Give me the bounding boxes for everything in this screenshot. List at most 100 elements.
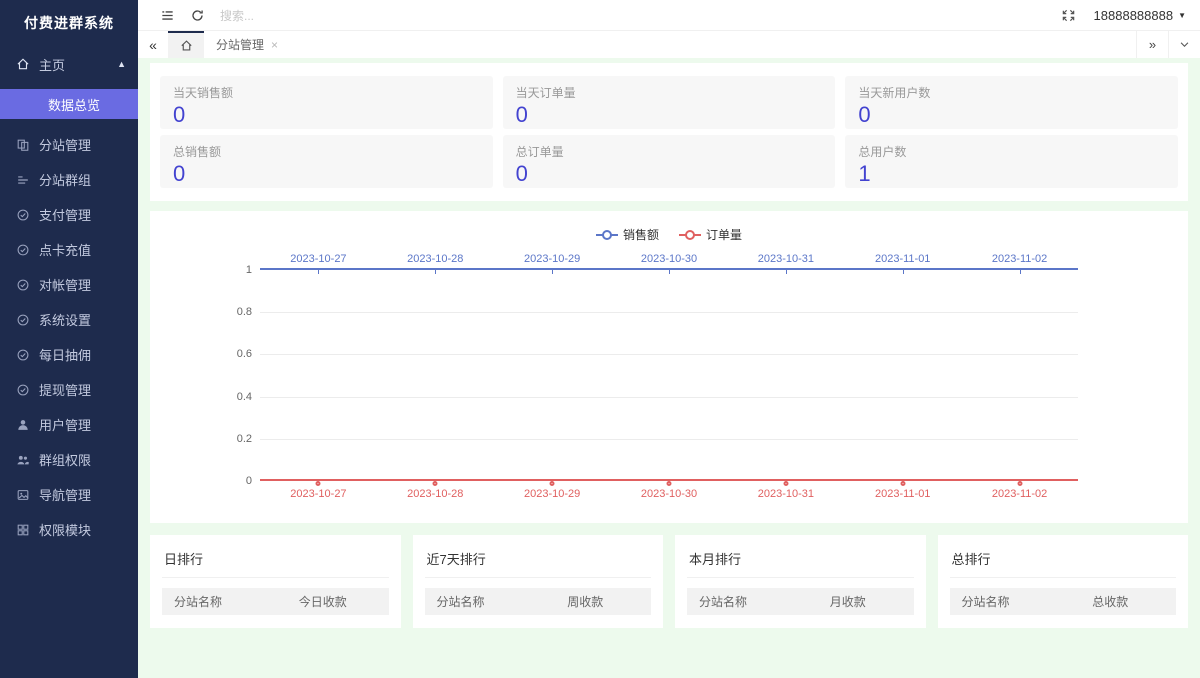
sidebar-item-navigation-manage[interactable]: 导航管理	[0, 477, 138, 512]
sidebar-item-label: 主页	[39, 57, 66, 73]
orders-series-line	[260, 479, 1078, 481]
x-axis-bottom-label: 2023-10-30	[640, 488, 698, 500]
column-header: 分站名称	[174, 595, 223, 609]
y-axis-tick: 0.2	[236, 432, 252, 445]
sidebar-item-label: 分站管理	[39, 138, 92, 153]
refresh-button[interactable]	[182, 0, 212, 30]
search-input[interactable]	[220, 8, 360, 23]
sidebar-item-group-permissions[interactable]: 群组权限	[0, 442, 138, 477]
column-header: 周收款	[567, 595, 604, 609]
x-axis-bottom-label: 2023-10-31	[757, 488, 814, 500]
x-axis-top-label: 2023-11-01	[874, 253, 931, 265]
sidebar-menu: 分站管理 分站群组 支付管理 点卡充值 对帐管理 系统设置	[0, 127, 138, 547]
stat-value: 0	[858, 102, 871, 127]
user-dropdown[interactable]: 18888888888 ▼	[1094, 8, 1186, 23]
tab-home[interactable]	[168, 31, 204, 58]
fullscreen-icon[interactable]	[1061, 8, 1076, 23]
tab-substation-manage[interactable]: 分站管理 ×	[204, 31, 290, 58]
gridline	[260, 438, 1078, 440]
x-axis-bottom-label: 2023-10-27	[290, 488, 347, 500]
sales-orders-chart: 销售额 订单量 1 0.8 0.6 0.4 0.2 0	[150, 211, 1188, 523]
sidebar-item-label: 提现管理	[39, 383, 92, 398]
x-axis-top-label: 2023-10-30	[640, 253, 698, 265]
collapse-sidebar-button[interactable]	[152, 0, 182, 30]
module-icon	[16, 523, 30, 537]
x-axis-tick	[902, 269, 904, 274]
sidebar-item-reconciliation[interactable]: 对帐管理	[0, 267, 138, 302]
gridline	[260, 396, 1078, 398]
data-point	[1017, 481, 1023, 486]
stat-card-today-orders: 当天订单量 0	[502, 76, 836, 129]
sidebar-item-permission-module[interactable]: 权限模块	[0, 512, 138, 547]
home-icon	[16, 57, 30, 71]
gridline	[260, 312, 1078, 314]
sidebar-item-daily-commission[interactable]: 每日抽佣	[0, 337, 138, 372]
rank-table-header: 分站名称 今日收款	[162, 588, 389, 615]
column-header: 分站名称	[436, 595, 485, 609]
tab-label: 分站管理	[216, 38, 265, 52]
check-circle-icon	[16, 208, 30, 222]
legend-item-sales[interactable]: 销售额	[595, 226, 659, 243]
user-icon	[16, 418, 30, 432]
rank-title: 日排行	[162, 545, 389, 578]
sidebar-item-payment-manage[interactable]: 支付管理	[0, 197, 138, 232]
chart-legend: 销售额 订单量	[150, 226, 1188, 243]
check-circle-icon	[16, 243, 30, 257]
rankings-row: 日排行 分站名称 今日收款 近7天排行 分站名称 周收款 本月排行	[150, 535, 1188, 628]
sidebar-item-system-settings[interactable]: 系统设置	[0, 302, 138, 337]
tabbar: « 分站管理 × »	[138, 30, 1200, 58]
menu-collapse-icon	[160, 8, 175, 23]
x-axis-top-label: 2023-10-27	[290, 253, 347, 265]
x-axis-top-label: 2023-10-31	[757, 253, 814, 265]
sidebar-item-withdrawal-manage[interactable]: 提现管理	[0, 372, 138, 407]
x-axis-bottom-label: 2023-10-28	[407, 488, 464, 500]
sidebar-item-label: 用户管理	[39, 418, 92, 433]
data-point	[432, 481, 438, 486]
sidebar-item-label: 导航管理	[39, 488, 92, 503]
tabs-scroll-right-button[interactable]: »	[1136, 31, 1168, 58]
stat-label: 当天销售额	[173, 86, 234, 100]
sidebar-item-substation-manage[interactable]: 分站管理	[0, 127, 138, 162]
username-text: 18888888888	[1093, 7, 1174, 23]
rank-title: 总排行	[949, 545, 1176, 578]
legend-item-orders[interactable]: 订单量	[679, 226, 742, 243]
data-point	[666, 481, 672, 486]
legend-label: 订单量	[706, 228, 743, 242]
sidebar-item-user-manage[interactable]: 用户管理	[0, 407, 138, 442]
data-point	[900, 481, 906, 486]
tab-close-icon[interactable]: ×	[271, 37, 279, 52]
check-circle-icon	[16, 313, 30, 327]
column-header: 分站名称	[961, 595, 1010, 609]
x-axis-bottom-label: 2023-11-02	[991, 488, 1048, 500]
x-axis-bottom-label: 2023-11-01	[874, 488, 931, 500]
sidebar-item-data-overview[interactable]: 数据总览	[0, 89, 138, 119]
chart-plot-area: 1 0.8 0.6 0.4 0.2 0 2023-10-27 2023-10-2…	[237, 253, 1078, 500]
sidebar-item-card-recharge[interactable]: 点卡充值	[0, 232, 138, 267]
data-point	[783, 481, 789, 486]
rank-card-total: 总排行 分站名称 总收款	[937, 535, 1188, 628]
sidebar-item-home[interactable]: 主页 ▲	[0, 45, 138, 83]
x-axis-top-label: 2023-10-29	[523, 253, 581, 265]
sidebar-item-label: 对帐管理	[39, 278, 92, 293]
stat-label: 当天订单量	[515, 86, 576, 100]
y-axis-tick: 0.4	[236, 390, 252, 403]
tabs-scroll-left-button[interactable]: «	[138, 31, 168, 58]
tabbar-right: »	[1136, 31, 1200, 58]
sidebar-item-label: 数据总览	[48, 97, 101, 113]
rank-card-month: 本月排行 分站名称 月收款	[675, 535, 926, 628]
tabs-options-button[interactable]	[1168, 31, 1200, 58]
stat-card-today-sales: 当天销售额 0	[160, 76, 493, 129]
sidebar-item-substation-groups[interactable]: 分站群组	[0, 162, 138, 197]
check-circle-icon	[16, 383, 30, 397]
app-title: 付费进群系统	[24, 15, 114, 31]
rank-title: 近7天排行	[424, 545, 651, 578]
sidebar-item-label: 分站群组	[39, 173, 92, 188]
gridline	[260, 354, 1078, 356]
list-icon	[16, 173, 30, 187]
stats-panel: 当天销售额 0 当天订单量 0 当天新用户数 0 总销售额 0 总订单量 0	[150, 63, 1188, 201]
stat-label: 总用户数	[858, 145, 907, 159]
sidebar: 付费进群系统 主页 ▲ 数据总览 分站管理 分站群组 支付管理	[0, 0, 138, 678]
line-marker-icon	[679, 233, 701, 236]
x-axis-top-label: 2023-10-28	[407, 253, 464, 265]
